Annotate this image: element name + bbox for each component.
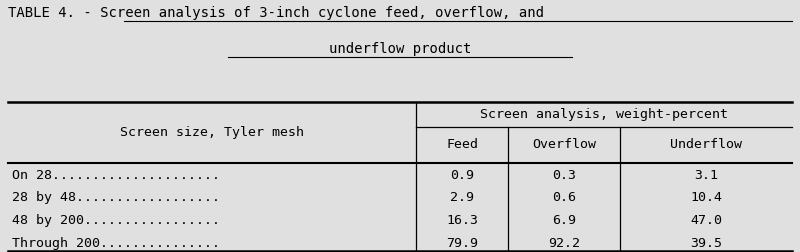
Text: 2.9: 2.9	[450, 191, 474, 204]
Text: Overflow: Overflow	[532, 138, 596, 151]
Text: 3.1: 3.1	[694, 169, 718, 182]
Text: 48 by 200.................: 48 by 200.................	[12, 214, 220, 227]
Text: 79.9: 79.9	[446, 237, 478, 250]
Text: underflow product: underflow product	[329, 42, 471, 56]
Text: TABLE 4. - Screen analysis of 3-inch cyclone feed, overflow, and: TABLE 4. - Screen analysis of 3-inch cyc…	[8, 6, 544, 20]
Text: Through 200...............: Through 200...............	[12, 237, 220, 250]
Text: 6.9: 6.9	[552, 214, 576, 227]
Text: 0.9: 0.9	[450, 169, 474, 182]
Text: 47.0: 47.0	[690, 214, 722, 227]
Text: Feed: Feed	[446, 138, 478, 151]
Text: 10.4: 10.4	[690, 191, 722, 204]
Text: Underflow: Underflow	[670, 138, 742, 151]
Text: Screen analysis, weight-percent: Screen analysis, weight-percent	[480, 108, 728, 121]
Text: Screen size, Tyler mesh: Screen size, Tyler mesh	[120, 126, 304, 139]
Text: 39.5: 39.5	[690, 237, 722, 250]
Text: 0.6: 0.6	[552, 191, 576, 204]
Text: 28 by 48..................: 28 by 48..................	[12, 191, 220, 204]
Text: 16.3: 16.3	[446, 214, 478, 227]
Text: On 28.....................: On 28.....................	[12, 169, 220, 182]
Text: 92.2: 92.2	[548, 237, 580, 250]
Text: 0.3: 0.3	[552, 169, 576, 182]
